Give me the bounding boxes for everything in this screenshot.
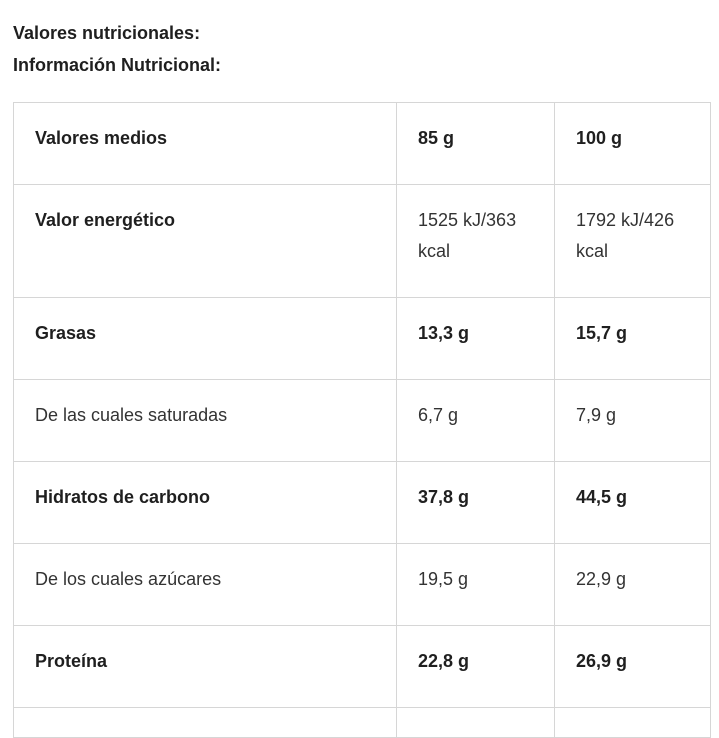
table-row: Hidratos de carbono 37,8 g 44,5 g <box>13 461 711 544</box>
empty-cell <box>554 707 711 738</box>
header-col-100g: 100 g <box>554 102 711 185</box>
row-label: De las cuales saturadas <box>13 379 397 462</box>
row-value-85g: 1525 kJ/363 kcal <box>396 184 555 298</box>
empty-cell <box>13 707 397 738</box>
row-label: Hidratos de carbono <box>13 461 397 544</box>
row-label: Valor energético <box>13 184 397 298</box>
row-value-100g: 44,5 g <box>554 461 711 544</box>
header-label: Valores medios <box>13 102 397 185</box>
row-label: De los cuales azúcares <box>13 543 397 626</box>
row-value-100g: 1792 kJ/426 kcal <box>554 184 711 298</box>
row-value-85g: 19,5 g <box>396 543 555 626</box>
row-value-100g: 15,7 g <box>554 297 711 380</box>
row-value-85g: 13,3 g <box>396 297 555 380</box>
table-row-partial <box>13 707 711 738</box>
row-label: Proteína <box>13 625 397 708</box>
row-value-100g: 22,9 g <box>554 543 711 626</box>
table-row: De los cuales azúcares 19,5 g 22,9 g <box>13 543 711 626</box>
section-title: Valores nutricionales: <box>13 23 201 43</box>
section-subtitle: Información Nutricional: <box>13 55 222 75</box>
row-value-100g: 26,9 g <box>554 625 711 708</box>
table-row: Valor energético 1525 kJ/363 kcal 1792 k… <box>13 184 711 298</box>
row-value-85g: 6,7 g <box>396 379 555 462</box>
row-label: Grasas <box>13 297 397 380</box>
nutrition-table: Valores medios 85 g 100 g Valor energéti… <box>13 102 711 738</box>
table-row: Grasas 13,3 g 15,7 g <box>13 297 711 380</box>
header-col-85g: 85 g <box>396 102 555 185</box>
row-value-85g: 37,8 g <box>396 461 555 544</box>
table-header-row: Valores medios 85 g 100 g <box>13 102 711 185</box>
table-row: De las cuales saturadas 6,7 g 7,9 g <box>13 379 711 462</box>
empty-cell <box>396 707 555 738</box>
row-value-85g: 22,8 g <box>396 625 555 708</box>
table-row: Proteína 22,8 g 26,9 g <box>13 625 711 708</box>
row-value-100g: 7,9 g <box>554 379 711 462</box>
